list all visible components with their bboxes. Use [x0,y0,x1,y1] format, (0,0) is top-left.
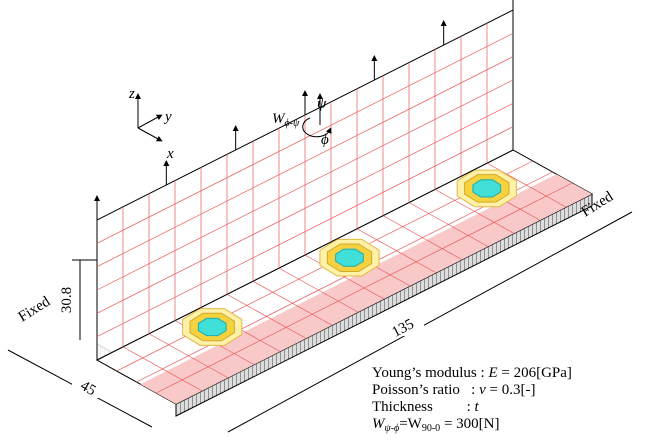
property-name: Poisson’s ratio : [372,382,479,398]
phi-label: ϕ [321,132,329,148]
web-grid [96,103,514,314]
x-label: x [166,146,174,162]
patch-inner [472,179,502,198]
load-rotation [302,93,332,138]
property-row: Wψ-ϕ=W90-0 = 300[N] [372,416,499,434]
height-label: 30.8 [59,287,75,313]
floor-grid [156,182,573,394]
property-symbol: W [372,416,386,432]
load-symbol: W [272,111,286,127]
property-symbol: t [475,399,480,415]
psi-label: ψ [317,96,327,112]
web-grid [96,79,514,291]
axis-triad [135,93,163,142]
y-label: y [163,109,172,125]
patch-inner [197,317,227,337]
property-symbol: ν [479,382,486,398]
phi-arc [302,117,332,138]
length-gap [386,318,424,336]
y-axis [137,114,163,129]
x-axis [137,127,163,142]
property-name: Thickness : [372,399,475,415]
property-value: = 0.3[-] [486,382,536,398]
property-subscript: ψ-ϕ [385,423,400,434]
web-grid [96,126,514,337]
web-grid [96,56,514,267]
property-subscript: 90-0 [422,423,440,434]
geometry [94,0,594,417]
web-grid [96,33,514,244]
property-value: = 206[GPa] [498,365,572,381]
load-subscript: ϕ-ψ [285,118,301,129]
property-mid: =W [399,416,422,432]
patch-inner [335,248,364,267]
width-gap [72,378,100,398]
width-label: 45 [78,378,99,399]
z-label: z [128,86,135,102]
property-value: = 300[N] [440,416,499,432]
support-label-left: Fixed [16,293,54,325]
property-row: Thickness : t [372,399,480,415]
length-dim [227,211,633,433]
property-row: Young’s modulus : E = 206[GPa] [372,365,572,381]
properties: Young’s modulus : E = 206[GPa] Poisson’s… [372,365,572,434]
property-name: Young’s modulus : [372,365,488,381]
load-label: Wϕ-ψ [272,111,300,129]
property-symbol: E [487,365,497,381]
property-row: Poisson’s ratio : ν = 0.3[-] [372,382,535,398]
